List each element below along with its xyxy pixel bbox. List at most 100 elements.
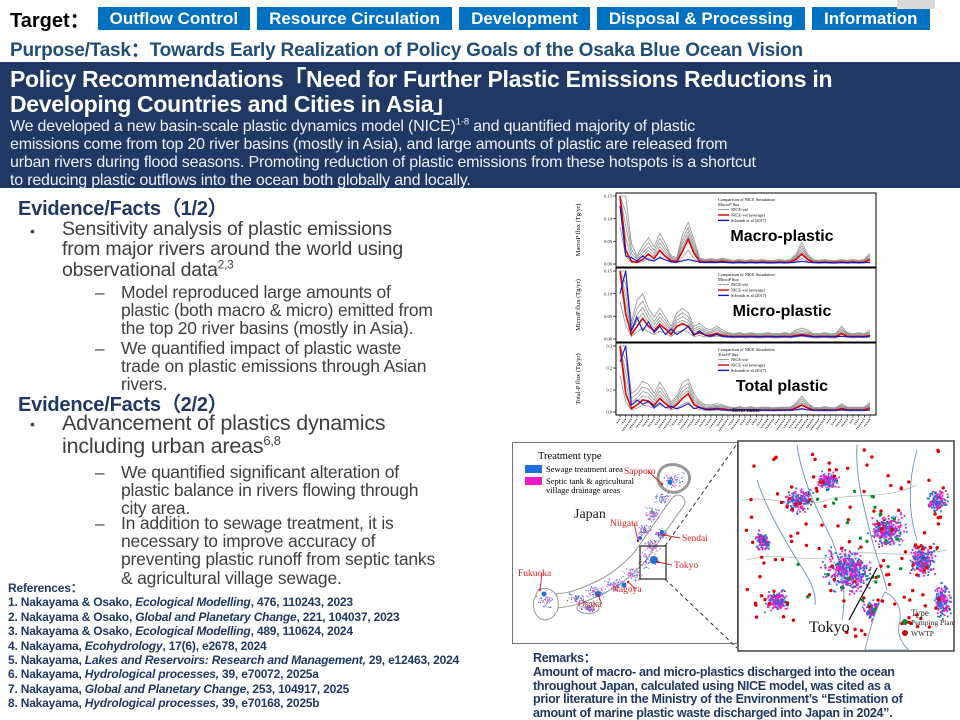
svg-text:NICE-val (average): NICE-val (average): [731, 362, 766, 367]
nav-button-development[interactable]: Development: [459, 6, 590, 30]
svg-text:Schmidt et al (2017): Schmidt et al (2017): [731, 293, 767, 298]
svg-text:Type: Type: [911, 608, 929, 618]
evidence2-bullet: • Advancement of plastics dynamics includi…: [30, 412, 492, 457]
svg-text:NICE-val: NICE-val: [731, 207, 749, 212]
reference-item: 3. Nakayama & Osako, Ecological Modellin…: [8, 624, 353, 639]
reference-item: 7. Nakayama, Global and Planetary Change…: [8, 681, 350, 696]
evidence1-subbullet-2: – We quantified impact of plastic waste tr…: [95, 339, 521, 394]
nav-button-group: Outflow Control Resource Circulation Devel…: [97, 6, 937, 30]
svg-text:NICE-val (average): NICE-val (average): [731, 212, 766, 217]
svg-text:0.10: 0.10: [604, 291, 613, 296]
svg-text:NICE-val: NICE-val: [731, 282, 749, 287]
svg-text:Schmidt et al (2017): Schmidt et al (2017): [731, 368, 767, 373]
svg-text:Sewage treatment area: Sewage treatment area: [546, 464, 623, 474]
reference-item: 5. Nakayama, Lakes and Reservoirs: Resea…: [8, 652, 460, 667]
treatment-type-legend: Treatment type Sewage treatment area Septi…: [525, 451, 635, 495]
bullet-text: We quantified significant alteration of p…: [121, 462, 419, 519]
evidence2-subbullet-2: – In addition to sewage treatment, it is n…: [95, 514, 521, 587]
bullet-text: Model reproduced large amounts of plastic…: [121, 282, 433, 339]
remarks-heading: Remarks：: [533, 651, 596, 665]
nav-button-outflow-control[interactable]: Outflow Control: [97, 6, 251, 30]
svg-text:0.05: 0.05: [604, 314, 613, 319]
chart-total-plastic: 0.0 0.1 0.2 0.3 Total-P flux (Tg/yr) Comparis…: [575, 342, 877, 432]
svg-text:0.00: 0.00: [604, 262, 613, 267]
japan-map: Japan Sapporo Niigata Sendai Tokyo Nagoya Osak…: [512, 442, 738, 644]
svg-text:MicroP flux: MicroP flux: [718, 277, 740, 282]
svg-text:MacroP flux (Tg/yr): MacroP flux (Tg/yr): [575, 204, 582, 257]
evidence2-heading: Evidence/Facts（2/2）: [18, 394, 228, 416]
references-block: References： 1. Nakayama & Osako, Ecologi…: [8, 581, 459, 711]
references-heading: References：: [8, 581, 83, 595]
target-row: Target： Outflow Control Resource Circulat…: [10, 4, 937, 33]
svg-text:0.2: 0.2: [606, 366, 612, 371]
svg-text:WWTP: WWTP: [911, 629, 934, 638]
bullet-marker: –: [95, 339, 105, 358]
svg-text:0.0: 0.0: [606, 410, 612, 415]
svg-text:River name: River name: [732, 408, 760, 414]
chart-macro-plastic: 0.00 0.05 0.10 0.15 MacroP flux (Tg/yr) Compa…: [575, 192, 877, 268]
svg-text:Osaka: Osaka: [578, 600, 603, 610]
bullet-marker: •: [30, 223, 35, 239]
nav-button-resource-circulation[interactable]: Resource Circulation: [257, 6, 453, 30]
svg-text:Micro-plastic: Micro-plastic: [733, 303, 832, 320]
policy-banner: Policy Recommendations「Need for Further …: [0, 62, 960, 189]
evidence2-subbullet-1: – We quantified significant alteration of…: [95, 463, 521, 518]
svg-text:Fukuoka: Fukuoka: [518, 569, 552, 579]
banner-body: We developed a new basin-scale plastic d…: [10, 116, 756, 189]
svg-text:0.00: 0.00: [604, 337, 613, 342]
bullet-text: Advancement of plastics dynamics includin…: [62, 411, 386, 458]
svg-text:Nagoya: Nagoya: [612, 585, 642, 595]
svg-text:Schmidt et al (2017): Schmidt et al (2017): [731, 218, 767, 223]
svg-text:Total-P flux (Tg/yr): Total-P flux (Tg/yr): [575, 353, 582, 404]
corner-fragment: [897, 0, 935, 9]
evidence1-bullet: • Sensitivity analysis of plastic emissio…: [30, 218, 492, 281]
japan-label: Japan: [574, 507, 606, 522]
bullet-text: Sensitivity analysis of plastic emission…: [62, 218, 403, 281]
banner-title: Policy Recommendations「Need for Further …: [10, 66, 833, 117]
nav-button-information[interactable]: Information: [812, 6, 930, 30]
svg-text:0.15: 0.15: [604, 194, 613, 199]
svg-text:0.1: 0.1: [606, 388, 612, 393]
bullet-marker: –: [95, 514, 105, 533]
bullet-marker: –: [95, 463, 105, 482]
svg-text:Sendai: Sendai: [682, 534, 708, 544]
reference-item: 8. Nakayama, Hydrological processes, 39,…: [8, 696, 320, 711]
evidence1-subbullet-1: – Model reproduced large amounts of plasti…: [95, 283, 521, 338]
reference-item: 6. Nakayama, Hydrological processes, 39,…: [8, 667, 319, 682]
svg-text:Total plastic: Total plastic: [736, 378, 828, 395]
tokyo-focus-box: [639, 545, 667, 580]
svg-text:NICE-val (average): NICE-val (average): [731, 287, 766, 292]
svg-text:Septic tank & agricultural: Septic tank & agricultural: [546, 476, 635, 486]
svg-text:Niigata: Niigata: [610, 519, 639, 529]
bullet-text: In addition to sewage treatment, it is ne…: [121, 513, 436, 588]
evidence1-heading: Evidence/Facts（1/2）: [18, 198, 228, 220]
svg-text:Comparison of NICE Simulation: Comparison of NICE Simulation: [718, 197, 776, 202]
svg-text:Comparison of NICE Simulation: Comparison of NICE Simulation: [718, 347, 776, 352]
svg-text:Comparison of NICE Simulation: Comparison of NICE Simulation: [718, 272, 776, 277]
bullet-text: We quantified impact of plastic waste tra…: [121, 338, 427, 395]
tokyo-label: Tokyo: [809, 619, 850, 636]
svg-text:0.10: 0.10: [604, 216, 613, 221]
svg-text:0.3: 0.3: [606, 344, 612, 349]
reference-item: 1. Nakayama & Osako, Ecological Modellin…: [8, 595, 353, 610]
bullet-marker: –: [95, 283, 105, 302]
svg-text:village drainage areas: village drainage areas: [546, 485, 620, 495]
nav-button-disposal-processing[interactable]: Disposal & Processing: [596, 6, 806, 30]
svg-text:Pumping Plant: Pumping Plant: [911, 618, 955, 627]
svg-text:MacroP flux: MacroP flux: [718, 202, 740, 207]
chart-micro-plastic: 0.00 0.05 0.10 0.15 MicroP flux (Tg/yr) Compa…: [575, 267, 877, 343]
svg-text:NICE-val: NICE-val: [731, 357, 749, 362]
svg-text:0.15: 0.15: [604, 269, 613, 274]
reference-item: 2. Nakayama & Osako, Global and Planetar…: [8, 609, 400, 624]
purpose-line: Purpose/Task：Towards Early Realization o…: [10, 40, 803, 61]
target-label: Target：: [10, 10, 90, 32]
plastic-flux-charts: 0.00 0.05 0.10 0.15 MacroP flux (Tg/yr) Compa…: [575, 192, 877, 432]
svg-text:MicroP flux (Tg/yr): MicroP flux (Tg/yr): [575, 279, 582, 331]
svg-text:Treatment type: Treatment type: [538, 451, 602, 462]
